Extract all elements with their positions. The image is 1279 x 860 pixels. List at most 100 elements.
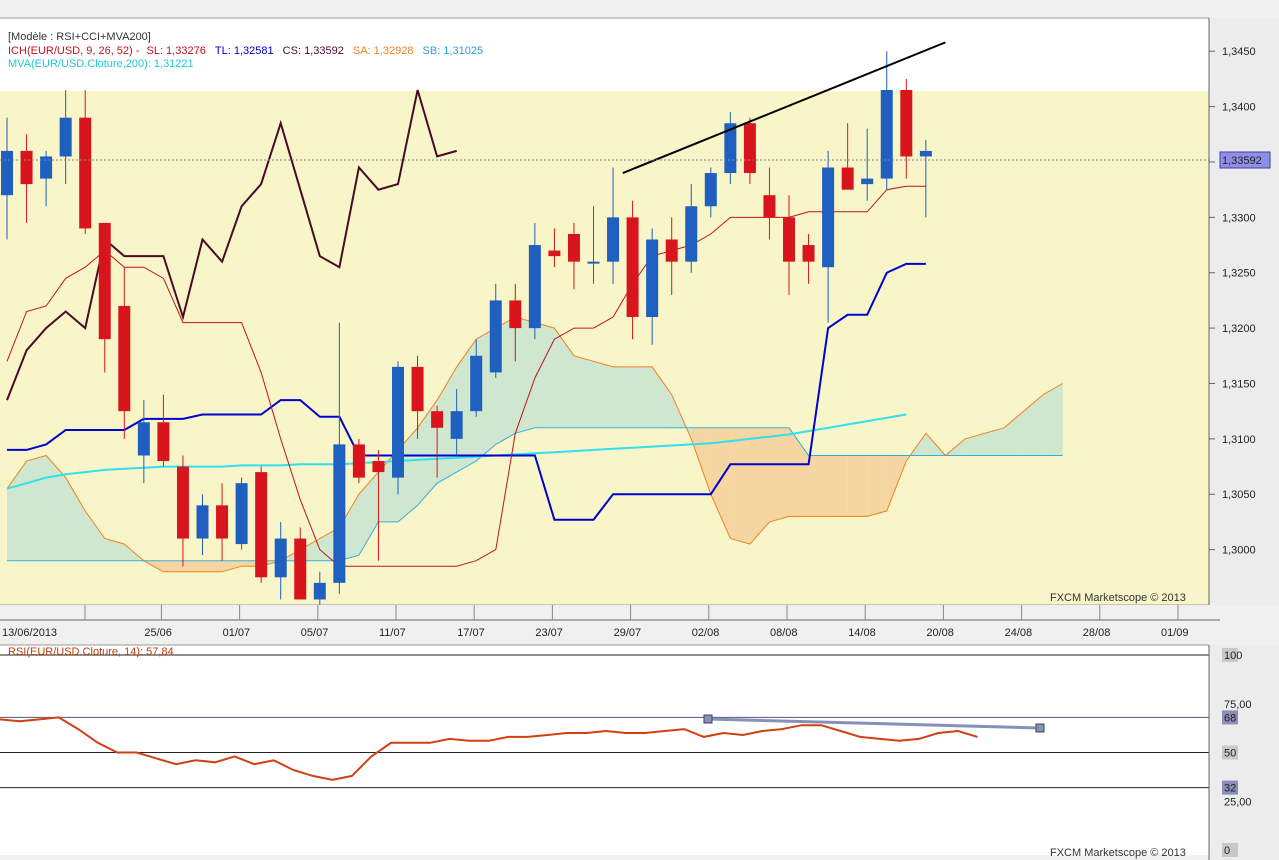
candle-body [822,167,835,268]
price-tick-label: 1,3300 [1222,212,1256,224]
rsi-tick-label: 32 [1224,783,1236,795]
candle-body [1,150,13,196]
candle-body [841,167,854,190]
rsi-tick-badge [1222,745,1238,760]
ichimoku-legend: ICH(EUR/USD, 9, 26, 52) - SL: 1,33276 TL… [8,45,483,59]
cloud-segment [808,455,829,517]
model-label: [Modèle : RSI+CCI+MVA200] [8,31,151,43]
chikou-line [6,89,457,401]
price-tick-label: 1,3100 [1222,434,1256,446]
candle-body [763,195,776,218]
candle-body [235,483,248,545]
chikou-path [6,89,457,401]
ichimoku-label: ICH(EUR/USD, 9, 26, 52) - [8,44,140,57]
sl-value: SL: 1,33276 [146,44,206,57]
candle-body [704,173,717,207]
date-tick-label: 24/08 [1005,627,1033,639]
price-tick-label: 1,3400 [1222,102,1256,114]
cloud-segment [554,328,574,428]
rsi-tick-badge [1222,648,1238,662]
date-tick-label: 14/08 [848,627,876,639]
mva-legend: MVA(EUR/USD.Cloture,200): 1,31221 [8,58,194,70]
cloud-segment [769,427,789,522]
date-tick-label: 08/08 [770,627,798,639]
date-axis [0,605,1279,645]
cloud-segment [202,560,223,572]
candle-body [470,355,483,412]
kijun-path [7,262,926,521]
date-tick-label: 01/07 [223,627,251,639]
candle-body [40,156,53,179]
price-tick-label: 1,3150 [1222,378,1256,390]
date-tick-label: 05/07 [301,627,329,639]
rsi-tick-label: 100 [1224,650,1242,662]
cloud-segment [7,461,27,561]
candle-body [59,117,72,157]
candle-body [20,150,33,185]
candle-body [176,466,189,539]
cloud-segment [710,427,731,539]
price-tick-label: 1,3250 [1222,268,1256,280]
candle-body [274,538,287,578]
price-tick-label: 1,3050 [1222,489,1256,501]
rsi-path [0,716,978,781]
date-tick-label: 02/08 [692,627,720,639]
cloud-segment [358,472,379,556]
candle-body [157,422,170,462]
candle-body [392,366,404,478]
candle-body [450,411,463,439]
candle-body [919,150,932,157]
candle-body [255,472,268,578]
rsi-tick-label: 0 [1224,845,1230,857]
rsi-panel: FXCM Marketscope © 2013 [0,644,1209,859]
candle-body [411,366,424,412]
date-tick-label: 13/06/2013 [2,627,57,639]
cloud-segment [886,455,907,511]
candle-body [118,305,131,412]
candle-body [431,411,444,428]
price-axis [1209,18,1279,605]
date-tick-label: 23/07 [535,627,563,639]
mva200-path [6,413,907,490]
cloud-segment [828,455,848,517]
candle-body [685,206,698,262]
candle-body [352,444,365,478]
cloud-segment [534,322,555,428]
rsi-panel-background [0,645,1209,855]
candle-body [626,217,639,318]
rsi-levels [0,654,1209,789]
price-watermark: FXCM Marketscope © 2013 [1050,592,1186,604]
cloud-segment [789,427,809,517]
cloud-segment [26,455,47,561]
date-tick-label: 20/08 [926,627,954,639]
candle-body [646,239,659,318]
rsi-tick-label: 25,00 [1224,796,1252,808]
cloud-segment [1043,383,1063,456]
cloud-segment [182,560,203,572]
candle-body [196,505,209,539]
cloud-segment [104,538,125,561]
candle-body [528,245,541,329]
cloud-segment [984,427,1005,456]
cloud-segment [222,560,242,572]
candle-body [783,217,795,262]
candle-body [216,505,229,539]
candle-body [509,300,522,329]
candle-body [333,444,346,583]
rsi-trendline[interactable] [703,714,1045,733]
cloud-segment [867,455,887,517]
candle-body [724,123,737,174]
rsi-watermark: FXCM Marketscope © 2013 [1050,847,1186,859]
trendline[interactable] [622,41,946,174]
candle-body [665,239,678,262]
candle-body [372,461,385,473]
cloud-segment [1004,411,1024,456]
candle-body [137,422,150,456]
cloud-segment [749,427,770,545]
candle-body [98,222,111,340]
cloud-segment [730,427,750,545]
cloud-segment [163,560,183,572]
candle-body [607,217,620,262]
